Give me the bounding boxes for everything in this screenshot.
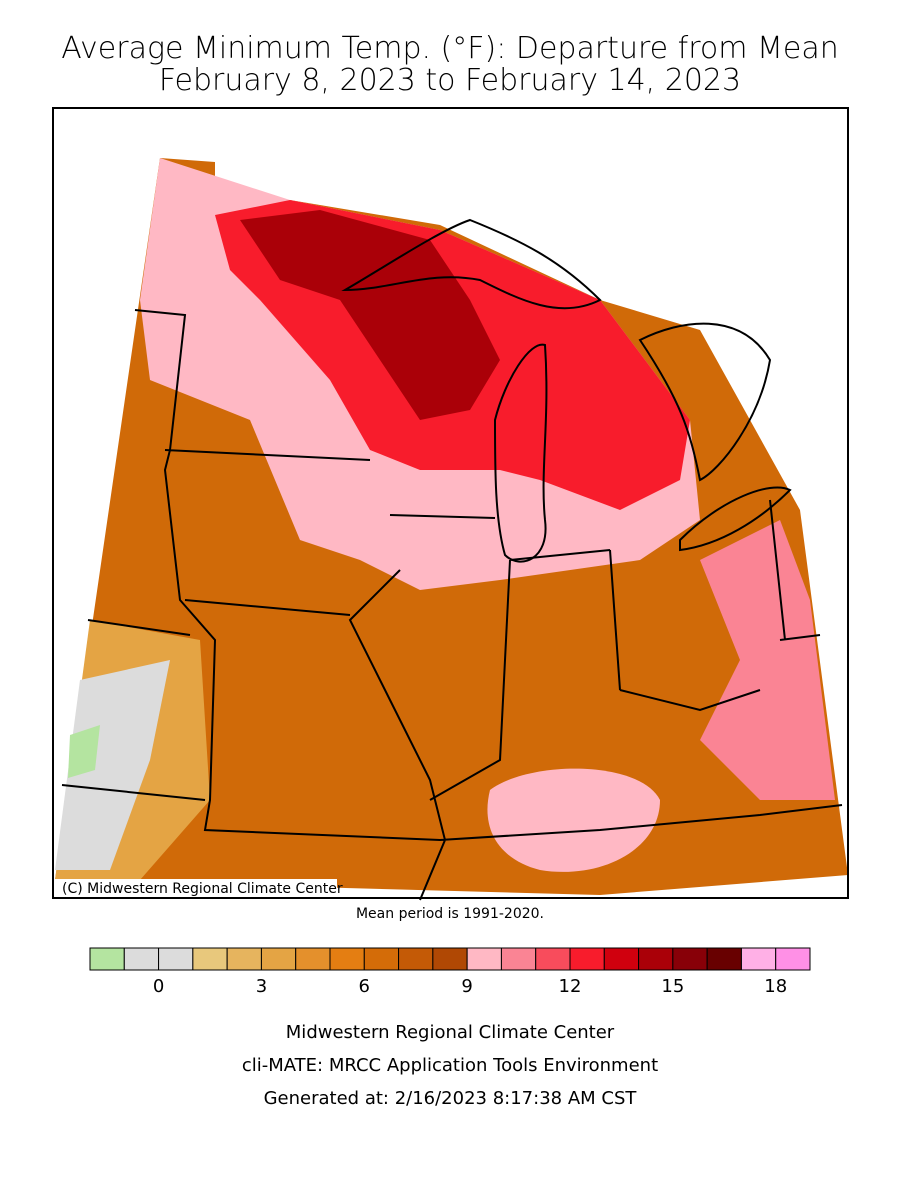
color-box (569, 947, 605, 971)
footer-line: cli-MATE: MRCC Application Tools Environ… (242, 1055, 658, 1076)
color-box (432, 947, 468, 971)
footer-line: Generated at: 2/16/2023 8:17:38 AM CST (264, 1088, 638, 1109)
color-box (398, 947, 434, 971)
color-box (158, 947, 194, 971)
colorbar-tick-label: 18 (764, 976, 787, 997)
copyright: (C) Midwestern Regional Climate Center (62, 881, 343, 897)
colorbar-tick-label: 6 (359, 976, 370, 997)
color-box (740, 947, 777, 971)
title-line: Average Minimum Temp. (°F): Departure fr… (61, 31, 838, 66)
colorbar-tick-label: 9 (461, 976, 472, 997)
color-box (329, 947, 365, 971)
color-box (672, 947, 708, 971)
colorbar-tick-label: 3 (256, 976, 267, 997)
color-box (775, 947, 811, 971)
title-line: February 8, 2023 to February 14, 2023 (159, 63, 741, 98)
color-box (603, 947, 640, 971)
color-box (500, 947, 537, 971)
map-frame (52, 107, 849, 899)
lake-superior (341, 218, 602, 310)
color-box (226, 947, 262, 971)
lake-erie (679, 486, 792, 552)
region-darkred (240, 210, 500, 420)
footer-line: Midwestern Regional Climate Center (286, 1022, 615, 1043)
state-boundaries (61, 309, 843, 901)
color-box (260, 947, 297, 971)
color-box (123, 947, 160, 971)
color-box (192, 947, 228, 971)
colorbar-tick-label: 12 (559, 976, 582, 997)
region-south-pink (487, 768, 660, 872)
map: (C) Midwestern Regional Climate Center (52, 107, 849, 901)
color-box (466, 947, 502, 971)
colorbar-tick-label: 15 (661, 976, 684, 997)
color-box (706, 947, 742, 971)
colorbar-tick-label: 0 (153, 976, 164, 997)
region-gray (55, 660, 170, 870)
color-box (295, 947, 331, 971)
color-box (638, 947, 674, 971)
color-box (363, 947, 400, 971)
copyright-bg (55, 879, 337, 897)
lake-michigan (493, 343, 548, 563)
color-box (89, 947, 125, 971)
mean-period: Mean period is 1991-2020. (356, 906, 544, 922)
region-green (68, 725, 100, 778)
region-east-pink (700, 520, 835, 800)
colorbar: 0 3 6 9 12 15 18 (89, 947, 811, 997)
lake-huron (638, 322, 772, 482)
color-box (535, 947, 571, 971)
